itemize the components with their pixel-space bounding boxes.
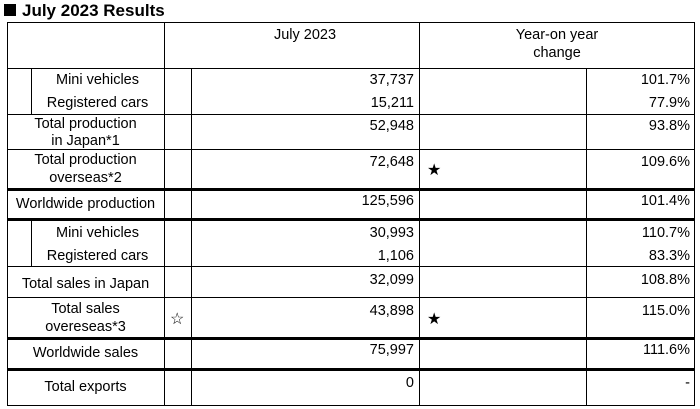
value-os-sales: 43,898 bbox=[369, 303, 414, 319]
results-table: July 2023 Year-on year change Mini vehic… bbox=[7, 22, 695, 406]
value-ww-prod: 125,596 bbox=[361, 193, 414, 209]
header-july-2023: July 2023 bbox=[273, 27, 337, 43]
yoy-mini-prod: 101.7% bbox=[640, 72, 690, 88]
row-label-ww-prod: Worldwide production bbox=[15, 196, 156, 212]
row-label-reg-prod: Registered cars bbox=[46, 95, 149, 111]
title-text: July 2023 Results bbox=[22, 1, 165, 20]
row-label-jp-prod-2: in Japan*1 bbox=[51, 133, 120, 149]
header-yoy-line1: Year-on year bbox=[515, 27, 599, 43]
value-mini-sales: 30,993 bbox=[369, 225, 414, 241]
row-label-exports: Total exports bbox=[44, 379, 127, 395]
header-yoy-line2: change bbox=[533, 45, 581, 61]
yoy-os-prod: 109.6% bbox=[640, 154, 690, 170]
row-label-os-sales-1: Total sales bbox=[51, 301, 120, 317]
value-jp-sales: 32,099 bbox=[369, 272, 414, 288]
row-label-reg-sales: Registered cars bbox=[46, 248, 149, 264]
value-exports: 0 bbox=[405, 375, 414, 391]
value-jp-prod: 52,948 bbox=[369, 118, 414, 134]
page-title: July 2023 Results bbox=[4, 0, 165, 22]
yoy-reg-sales: 83.3% bbox=[648, 248, 690, 264]
value-mini-prod: 37,737 bbox=[369, 72, 414, 88]
value-reg-prod: 15,211 bbox=[370, 95, 414, 111]
value-ww-sales: 75,997 bbox=[369, 342, 414, 358]
yoy-os-sales: 115.0% bbox=[641, 303, 690, 319]
row-label-jp-prod-1: Total production bbox=[34, 116, 137, 132]
yoy-jp-sales: 108.8% bbox=[640, 272, 690, 288]
row-label-os-prod-1: Total production bbox=[34, 152, 137, 168]
row-label-os-sales-2: overeseas*3 bbox=[45, 319, 126, 335]
yoy-ww-prod: 101.4% bbox=[640, 193, 690, 209]
yoy-ww-sales: 111.6% bbox=[642, 342, 690, 358]
yoy-mini-sales: 110.7% bbox=[641, 225, 690, 241]
yoy-jp-prod: 93.8% bbox=[648, 118, 690, 134]
row-label-jp-sales: Total sales in Japan bbox=[21, 276, 150, 292]
star-outline-icon: ☆ bbox=[170, 311, 185, 328]
row-label-ww-sales: Worldwide sales bbox=[32, 345, 139, 361]
row-label-mini-prod: Mini vehicles bbox=[56, 72, 139, 88]
square-bullet-icon bbox=[4, 4, 16, 16]
star-filled-icon: ★ bbox=[427, 162, 442, 179]
row-label-mini-sales: Mini vehicles bbox=[56, 225, 139, 241]
value-reg-sales: 1,106 bbox=[377, 248, 414, 264]
star-filled-icon: ★ bbox=[427, 311, 442, 328]
value-os-prod: 72,648 bbox=[369, 154, 414, 170]
row-label-os-prod-2: overseas*2 bbox=[49, 170, 122, 186]
yoy-exports: - bbox=[685, 375, 690, 391]
yoy-reg-prod: 77.9% bbox=[648, 95, 690, 111]
